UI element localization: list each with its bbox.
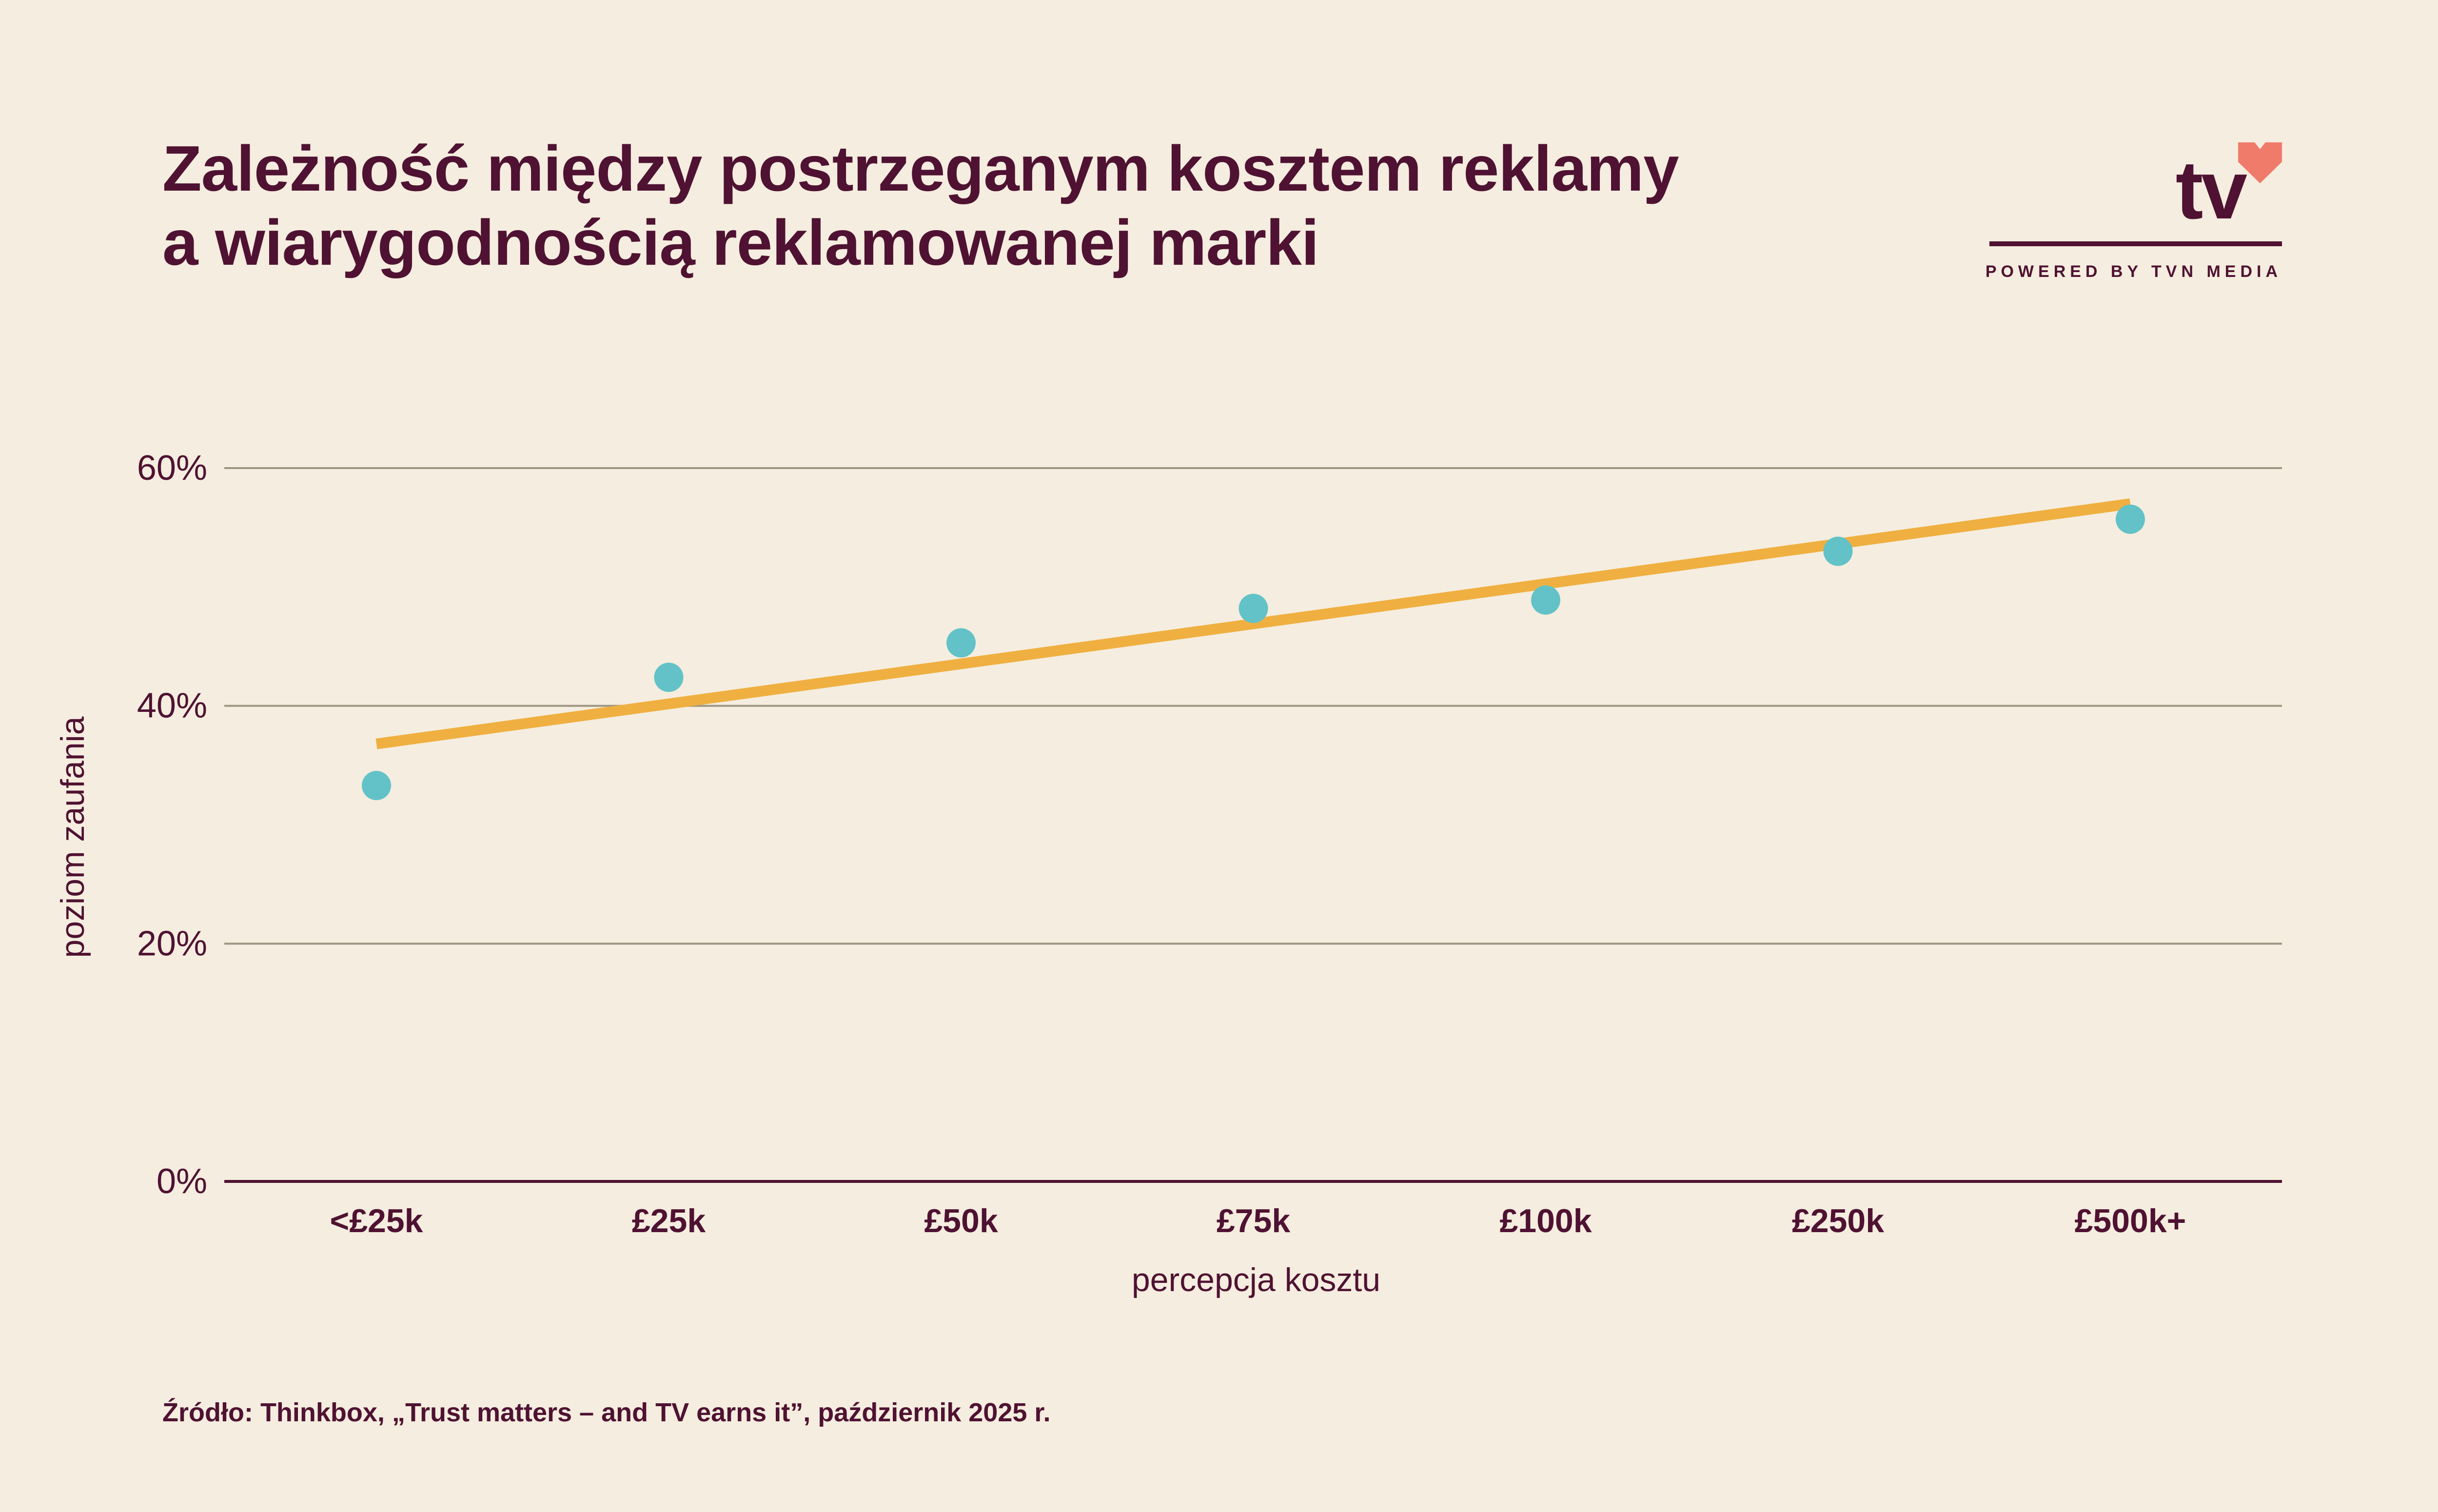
data-point xyxy=(1239,593,1268,623)
tvn-logo: tv POWERED BY TVN MEDIA xyxy=(1985,132,2282,293)
logo-divider xyxy=(1989,241,2282,246)
data-point xyxy=(2116,504,2145,534)
x-tick-label: £75k xyxy=(1217,1202,1290,1239)
x-tick-label: £25k xyxy=(632,1202,706,1239)
logo-tagline: POWERED BY TVN MEDIA xyxy=(1985,262,2282,281)
gridlines xyxy=(224,467,2282,1183)
x-tick-label: £250k xyxy=(1792,1202,1884,1239)
chart-title-line-2: a wiarygodnością reklamowanej marki xyxy=(162,207,1319,278)
trendline-layer xyxy=(375,498,2131,749)
y-tick-label: 20% xyxy=(137,924,207,963)
source-note: Źródło: Thinkbox, „Trust matters – and T… xyxy=(162,1398,1051,1427)
logo-text: tv xyxy=(2175,144,2247,236)
data-point xyxy=(1531,585,1560,615)
heart-icon xyxy=(2238,142,2282,183)
y-tick-label: 0% xyxy=(157,1162,207,1201)
data-point xyxy=(946,628,976,658)
data-point xyxy=(654,663,684,692)
x-tick-labels: <£25k £25k £50k £75k £100k £250k £500k+ xyxy=(330,1202,2186,1239)
y-axis-label: poziom zaufania xyxy=(54,716,91,958)
y-tick-label: 60% xyxy=(137,449,207,488)
data-point xyxy=(362,771,391,801)
y-tick-labels: 0% 20% 40% 60% xyxy=(137,449,207,1201)
trendline xyxy=(375,498,2131,749)
x-axis-label: percepcja kosztu xyxy=(1132,1261,1380,1298)
data-points xyxy=(362,504,2145,801)
x-tick-label: £500k+ xyxy=(2075,1202,2186,1239)
x-tick-label: £50k xyxy=(924,1202,998,1239)
x-tick-label: <£25k xyxy=(330,1202,423,1239)
chart-title: Zależność między postrzeganym kosztem re… xyxy=(162,132,1679,280)
data-point xyxy=(1823,536,1853,566)
x-tick-label: £100k xyxy=(1499,1202,1592,1239)
chart-title-line-1: Zależność między postrzeganym kosztem re… xyxy=(162,133,1679,204)
y-tick-label: 40% xyxy=(137,687,207,726)
